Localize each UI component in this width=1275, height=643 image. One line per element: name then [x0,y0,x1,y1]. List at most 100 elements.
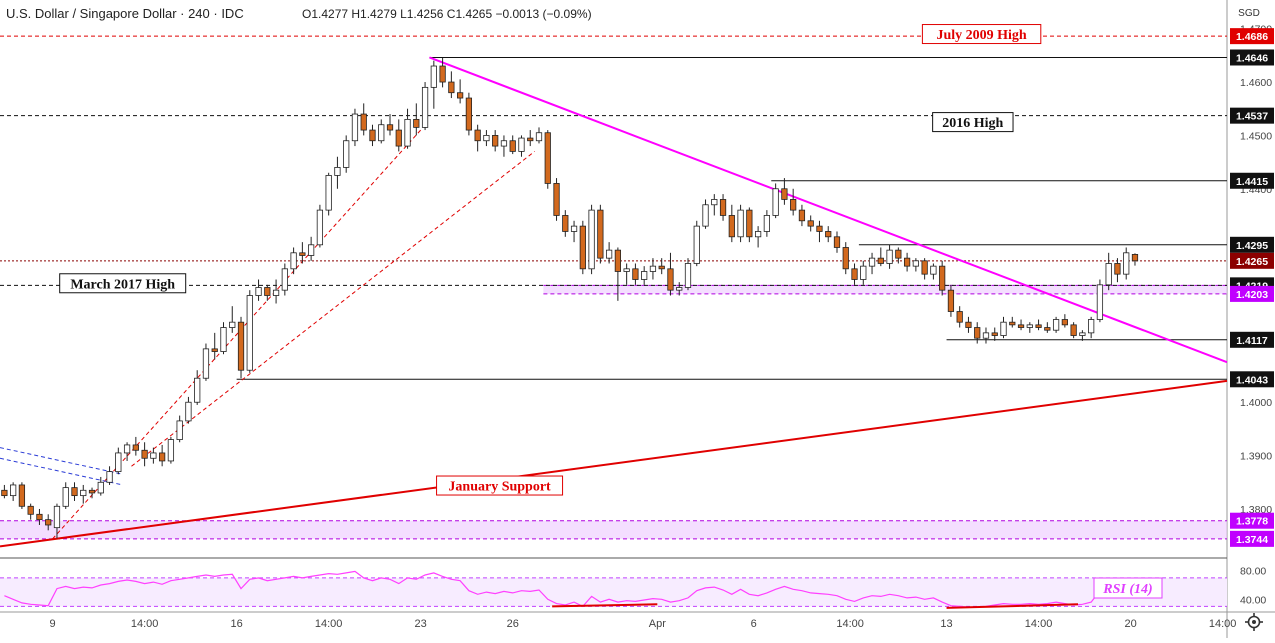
candle-38 [334,156,341,189]
price-tag-1.4265: 1.4265 [1230,252,1274,269]
candle-body [27,505,34,515]
candle-body [921,260,928,275]
price-tag-label: 1.4043 [1236,374,1268,386]
candle-body [211,348,218,352]
candle-0 [1,484,8,499]
candle-body [386,124,394,131]
pink-trendline [429,56,1228,364]
candle-body [956,311,963,323]
candle-89 [781,178,788,205]
currency-label: SGD [1238,8,1260,19]
candle-body [606,249,613,259]
candle-body [404,118,411,147]
x-tick-label: 14:00 [836,618,864,630]
candle-body [939,265,946,291]
candle-body [202,348,210,379]
candle-117 [1026,322,1033,333]
y-tick-label: 1.4500 [1240,130,1272,142]
candle-body [1044,327,1051,331]
candle-body [562,215,569,232]
y-tick-label: 1.3900 [1240,451,1272,463]
candle-body [474,129,481,142]
candle-body [150,452,157,459]
candle-126 [1105,252,1112,291]
candle-body [325,175,332,211]
candle-body [1114,263,1121,275]
candle-24 [211,332,218,360]
candle-66 [579,220,586,275]
candle-body [246,295,253,371]
annotation-text: January Support [448,480,551,495]
candle-93 [816,220,823,243]
candle-body [413,118,420,128]
candle-58 [509,135,516,155]
candle-body [343,140,350,168]
settings-gear-icon[interactable] [1245,613,1263,631]
candle-87 [763,210,770,237]
candle-105 [921,258,928,280]
price-tag-box [1230,530,1274,547]
candle-body [518,137,525,152]
candle-86 [754,226,762,248]
candle-body [649,265,657,272]
candle-124 [1088,316,1095,339]
price-tag-1.4117: 1.4117 [1230,331,1274,348]
rsi-band-fill [0,577,1227,607]
candle-84 [737,204,744,243]
candle-50 [439,58,446,88]
candle-body [816,225,823,232]
candle-body [255,287,262,296]
candle-body [229,321,236,328]
price-tag-1.4686: 1.4686 [1230,28,1274,45]
candle-74 [649,258,657,280]
annotation-box [921,24,1042,45]
x-tick-label: 23 [415,618,427,630]
candle-body [711,199,718,206]
candle-7 [62,482,69,509]
candle-body [676,287,683,291]
candle-body [597,209,604,259]
rsi-line [4,570,1136,608]
candle-body [62,487,69,507]
candle-body [632,268,639,280]
rsi-y-tick-label: 40.00 [1240,594,1266,606]
candle-34 [299,242,306,264]
candle-91 [798,204,806,227]
candle-116 [1017,319,1025,331]
price-tag-label: 1.4686 [1236,31,1268,43]
blue-dashed-channel-2 [0,457,123,486]
candle-97 [851,263,858,285]
candle-body [237,321,245,371]
candle-body [623,268,630,272]
candle-body [290,252,297,270]
candle-body [421,86,429,128]
candle-body [825,231,832,238]
candle-32 [281,263,288,296]
candle-107 [939,260,946,296]
candle-71 [623,263,630,285]
candle-body [974,327,981,339]
price-tag-box [1230,252,1274,269]
price-tag-box [1230,172,1274,189]
candle-44 [386,114,394,136]
candle-body [1000,321,1007,336]
candle-body [264,287,271,296]
candle-92 [807,215,814,232]
candle-61 [535,127,543,144]
candle-body [395,129,402,147]
candle-20 [176,415,183,443]
annotation-box [436,475,564,496]
candle-3 [27,503,34,520]
candle-body [553,183,560,216]
price-tag-label: 1.4295 [1236,240,1268,252]
candle-body [1,489,8,497]
price-tag-1.4203: 1.4203 [1230,285,1274,302]
candle-body [579,225,586,270]
candle-body [886,249,893,264]
candle-body [763,215,770,232]
candle-121 [1061,314,1068,328]
annotation-box [59,273,187,294]
candle-4 [36,508,43,525]
candle-body [833,236,841,248]
